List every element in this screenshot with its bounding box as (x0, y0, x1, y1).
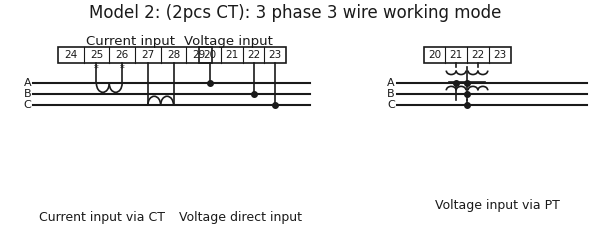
Text: 21: 21 (225, 50, 238, 60)
Text: C: C (387, 100, 395, 110)
Text: Voltage input: Voltage input (184, 35, 273, 48)
Bar (424, 47, 511, 63)
Text: A: A (23, 78, 31, 88)
Bar (58, 47, 212, 63)
Text: 20: 20 (203, 50, 217, 60)
Bar (199, 47, 286, 63)
Text: 29: 29 (193, 50, 206, 60)
Text: 27: 27 (141, 50, 154, 60)
Text: 21: 21 (449, 50, 463, 60)
Text: C: C (23, 100, 31, 110)
Text: *: * (94, 64, 99, 74)
Text: B: B (23, 89, 31, 99)
Text: A: A (387, 78, 395, 88)
Text: 25: 25 (90, 50, 103, 60)
Text: Model 2: (2pcs CT): 3 phase 3 wire working mode: Model 2: (2pcs CT): 3 phase 3 wire worki… (89, 4, 501, 22)
Text: *: * (120, 64, 124, 74)
Text: 24: 24 (64, 50, 77, 60)
Text: Current input: Current input (86, 35, 175, 48)
Text: 22: 22 (247, 50, 260, 60)
Text: 22: 22 (471, 50, 485, 60)
Text: 26: 26 (115, 50, 129, 60)
Text: 23: 23 (269, 50, 282, 60)
Text: Voltage direct input: Voltage direct input (179, 211, 302, 224)
Text: B: B (387, 89, 395, 99)
Text: 28: 28 (167, 50, 180, 60)
Text: 23: 23 (493, 50, 506, 60)
Text: Voltage input via PT: Voltage input via PT (435, 200, 560, 212)
Text: Current input via CT: Current input via CT (40, 211, 166, 224)
Text: 20: 20 (428, 50, 441, 60)
